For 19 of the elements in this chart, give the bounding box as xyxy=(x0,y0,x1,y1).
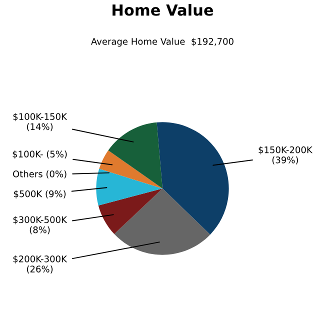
data-label: (26%) xyxy=(27,265,53,274)
slice-label: $100K-150K xyxy=(13,112,68,122)
pie-slice xyxy=(96,168,162,206)
slice-label: $500K (9%) xyxy=(14,190,66,198)
slice-label: $200K-300K xyxy=(13,255,68,264)
legend-label: Others (0%) xyxy=(13,170,66,178)
pie-slice xyxy=(114,188,210,255)
slice-label: $150K-200K xyxy=(258,146,313,154)
pie-slice xyxy=(156,122,229,235)
pie-slice xyxy=(99,150,162,188)
data-label: (14%) xyxy=(27,123,53,132)
pie-slice xyxy=(108,122,162,188)
data-label: (8%) xyxy=(30,226,50,234)
slice-label: $100K- (5%) xyxy=(12,150,67,159)
pie-slice xyxy=(98,188,162,234)
slice-label: $300K-500K xyxy=(13,216,68,224)
chart-title: Home Value xyxy=(112,4,214,16)
data-label: (39%) xyxy=(272,156,298,164)
chart-subtitle: Average Home Value $192,700 xyxy=(91,38,234,47)
